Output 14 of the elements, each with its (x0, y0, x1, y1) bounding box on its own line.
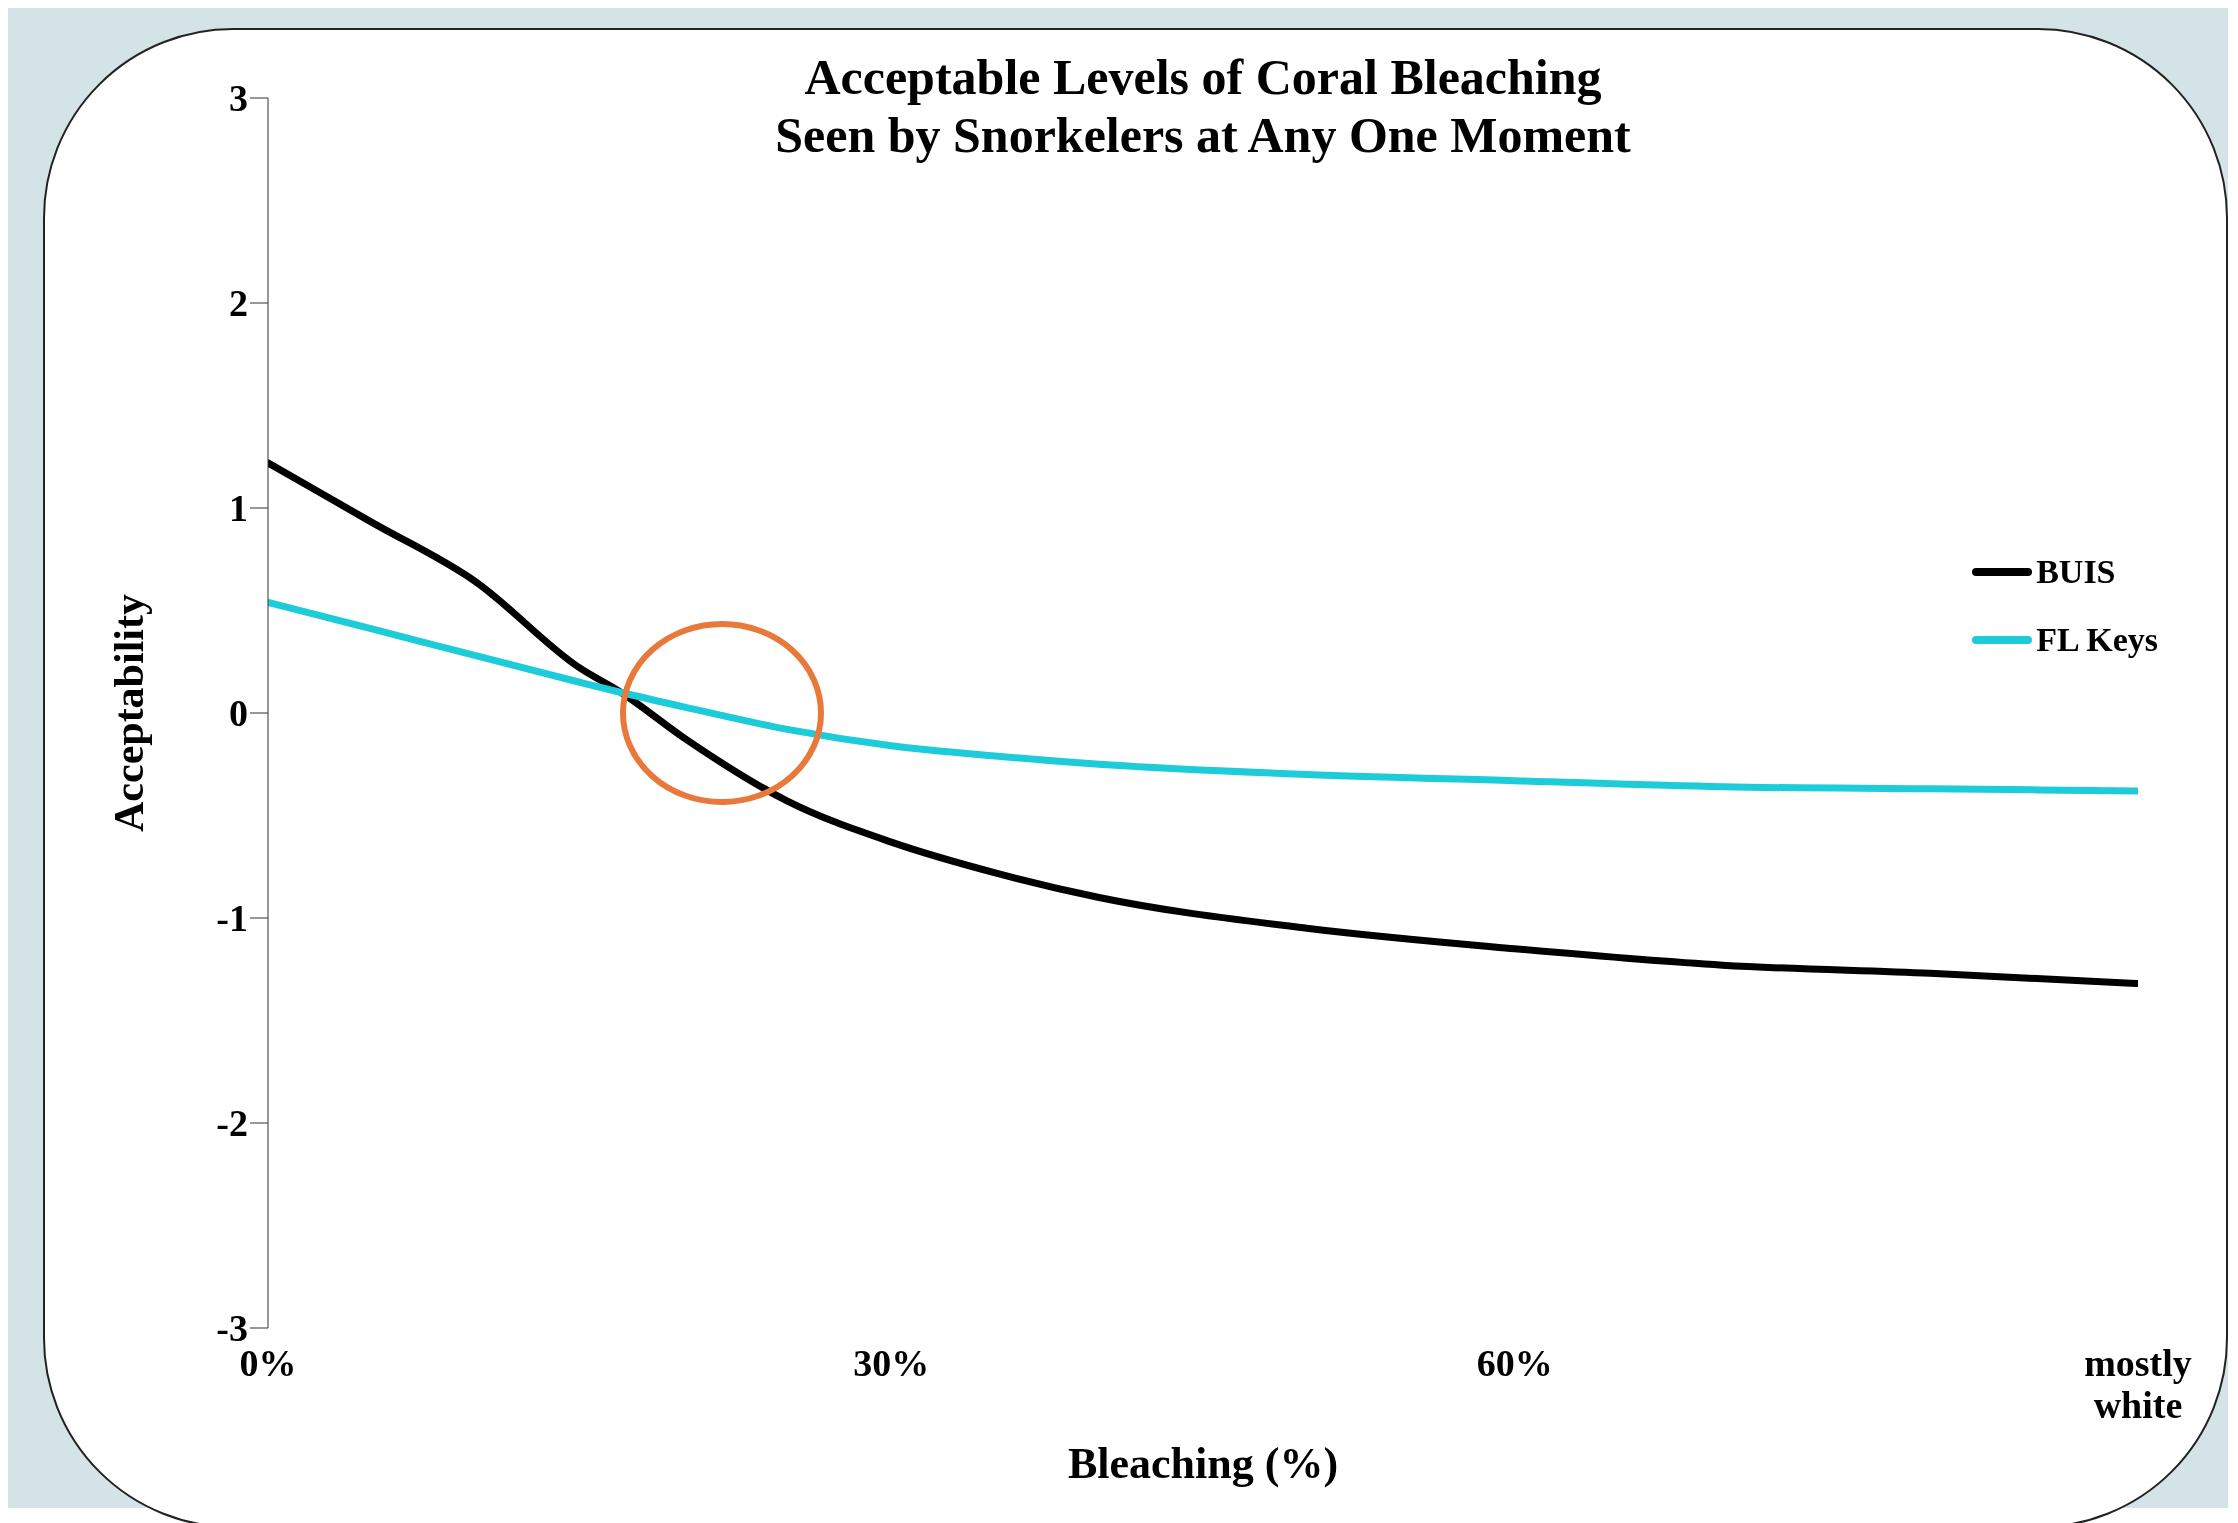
y-tick-label: 1 (229, 487, 248, 530)
x-tick-label: 30% (853, 1342, 930, 1384)
legend-label: FL Keys (2036, 621, 2158, 659)
y-tick-label: 3 (229, 77, 248, 120)
legend-label: BUIS (2036, 553, 2116, 591)
x-tick-label: mostly white (2084, 1342, 2192, 1426)
x-axis-title: Bleaching (%) (1067, 1439, 1339, 1488)
y-axis-title: Acceptability (105, 594, 152, 832)
x-tick-label: 60% (1476, 1342, 1553, 1384)
chart-title: Acceptable Levels of Coral Bleaching Seen by Snorkelers at Any One Moment (774, 48, 1632, 164)
y-tick-label: -2 (216, 1102, 248, 1145)
y-tick-label: -1 (216, 897, 248, 940)
y-tick-label: 0 (229, 692, 248, 735)
y-tick-label: 2 (229, 282, 248, 325)
